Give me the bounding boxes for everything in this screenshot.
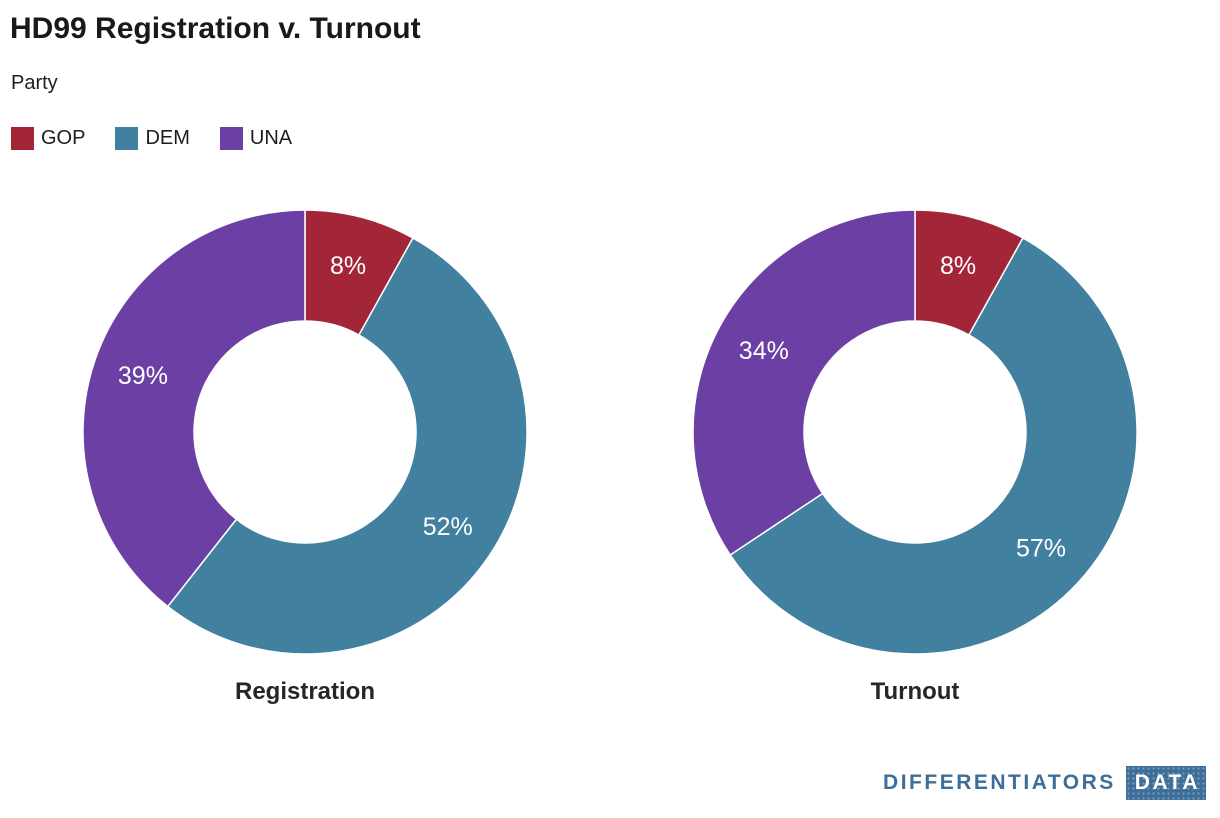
registration-donut: 8% 52% 39% Registration [75,202,535,706]
turnout-donut-svg: 8% 57% 34% [692,209,1138,655]
slice-una-turnout [692,209,916,557]
slice-value-dem-turnout: 57% [1016,534,1066,562]
slice-dem-registration [166,236,528,655]
registration-donut-svg: 8% 52% 39% [82,209,528,655]
slice-value-una-turnout: 34% [739,337,789,365]
legend-swatch-gop [11,127,34,150]
legend-label-gop: GOP [41,127,86,149]
legend: GOP DEM UNA [11,127,1220,150]
page-title: HD99 Registration v. Turnout [10,12,421,45]
slice-value-dem-registration: 52% [423,513,473,541]
differentiators-data-logo: DIFFERENTIATORS DATA [883,766,1206,800]
brand-data-badge: DATA [1125,766,1206,800]
slice-value-gop-turnout: 8% [940,252,976,280]
brand-name-text: DIFFERENTIATORS [883,771,1116,794]
slice-una-registration [82,209,306,608]
legend-swatch-dem [115,127,139,150]
slice-value-gop-registration: 8% [330,252,366,280]
legend-swatch-una [219,127,243,150]
legend-item-una: UNA [219,127,293,150]
turnout-caption: Turnout [870,678,960,705]
legend-title: Party [11,72,58,94]
turnout-donut: 8% 57% 34% Turnout [685,202,1145,706]
legend-label-una: UNA [249,127,293,149]
slice-dem-turnout [729,236,1138,655]
legend-label-dem: DEM [145,127,190,149]
charts-row: 8% 52% 39% Registration 8% 57% 34% Turnout [0,202,1220,706]
slice-value-una-registration: 39% [118,362,168,390]
registration-caption: Registration [234,678,375,705]
legend-item-dem: DEM [115,127,190,150]
legend-item-gop: GOP [11,127,85,150]
